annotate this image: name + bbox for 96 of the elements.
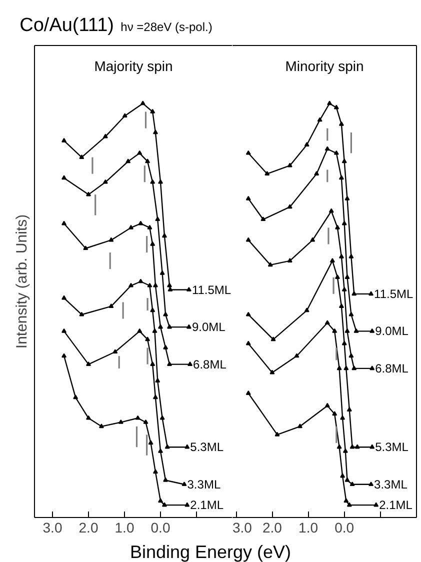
point (163, 344, 168, 350)
point (79, 312, 84, 316)
point (186, 324, 192, 329)
y-axis-title: Intensity (arb. Units) (14, 214, 30, 349)
point (86, 192, 91, 196)
point (150, 108, 156, 114)
x-tick-label: 1.0 (114, 520, 134, 536)
point (162, 233, 167, 238)
point (143, 419, 148, 424)
series-label: 5.3ML (190, 440, 224, 454)
point (160, 415, 165, 420)
point (108, 304, 114, 308)
x-tick-label: 2.0 (78, 520, 98, 536)
point (163, 477, 168, 482)
point (188, 362, 193, 366)
point (186, 286, 192, 292)
point (108, 237, 114, 242)
point (164, 444, 170, 449)
point (128, 224, 134, 230)
point (79, 154, 84, 159)
point (152, 469, 158, 474)
point (86, 362, 91, 366)
point (145, 336, 150, 342)
series-label: 9.0ML (192, 320, 226, 334)
x-tick-label: 2.0 (262, 520, 282, 536)
series-label: 2.1ML (379, 498, 413, 512)
series-label: 11.5ML (192, 282, 232, 297)
series-label: 5.3ML (375, 440, 409, 454)
point (155, 378, 160, 383)
x-tick-label: 0.0 (334, 520, 354, 536)
x-tick-label: 3.0 (232, 520, 252, 536)
series-label: 3.3ML (374, 477, 408, 492)
point (160, 270, 165, 275)
point (126, 158, 131, 164)
point (138, 220, 144, 226)
series-label: 6.8ML (193, 357, 227, 372)
series-label: 11.5ML (374, 286, 414, 301)
text: Minority spin (285, 58, 364, 74)
point (62, 175, 67, 180)
point (137, 328, 142, 333)
point (167, 282, 172, 288)
x-tick-label: 1.0 (298, 520, 318, 536)
chart-subtitle: hν =28eV (s-pol.) (120, 20, 212, 34)
point (184, 444, 190, 449)
point (62, 328, 67, 333)
point (135, 415, 140, 420)
point (140, 100, 146, 106)
point (152, 130, 158, 134)
point (102, 179, 108, 184)
point (98, 424, 104, 428)
point (145, 158, 150, 164)
x-tick-label: 3.0 (42, 520, 62, 536)
point (150, 308, 156, 312)
point (152, 328, 158, 333)
point (182, 482, 187, 486)
series-label: 3.3ML (187, 477, 221, 492)
point (62, 295, 67, 300)
point (150, 179, 156, 184)
point (62, 353, 67, 358)
point (137, 150, 142, 155)
point (158, 448, 163, 453)
point (150, 241, 156, 246)
x-tick-label: 0.0 (150, 520, 170, 536)
point (158, 324, 163, 329)
series-label: 9.0ML (375, 324, 409, 338)
point (112, 349, 118, 354)
text: Majority spin (94, 58, 173, 74)
point (152, 394, 158, 400)
point (163, 312, 168, 316)
point (122, 113, 128, 118)
point (73, 394, 78, 400)
point (168, 286, 173, 292)
chart-title: Co/Au(111) (20, 15, 114, 36)
point (162, 502, 167, 507)
point (150, 362, 156, 366)
point (158, 498, 163, 503)
point (147, 224, 152, 230)
point (167, 324, 172, 329)
point (102, 134, 108, 138)
point (167, 362, 172, 366)
point (118, 419, 124, 424)
series-label: 6.8ML (375, 361, 409, 376)
point (148, 440, 154, 445)
point (158, 179, 163, 184)
point (184, 502, 190, 507)
point (62, 220, 67, 226)
point (86, 415, 91, 420)
series-label: 2.1ML (190, 498, 224, 512)
point (155, 216, 160, 222)
x-axis-title: Binding Energy (eV) (128, 541, 292, 562)
point (138, 278, 144, 284)
point (128, 282, 134, 288)
point (83, 246, 88, 250)
point (147, 282, 152, 288)
point (62, 138, 67, 142)
point (152, 282, 158, 288)
